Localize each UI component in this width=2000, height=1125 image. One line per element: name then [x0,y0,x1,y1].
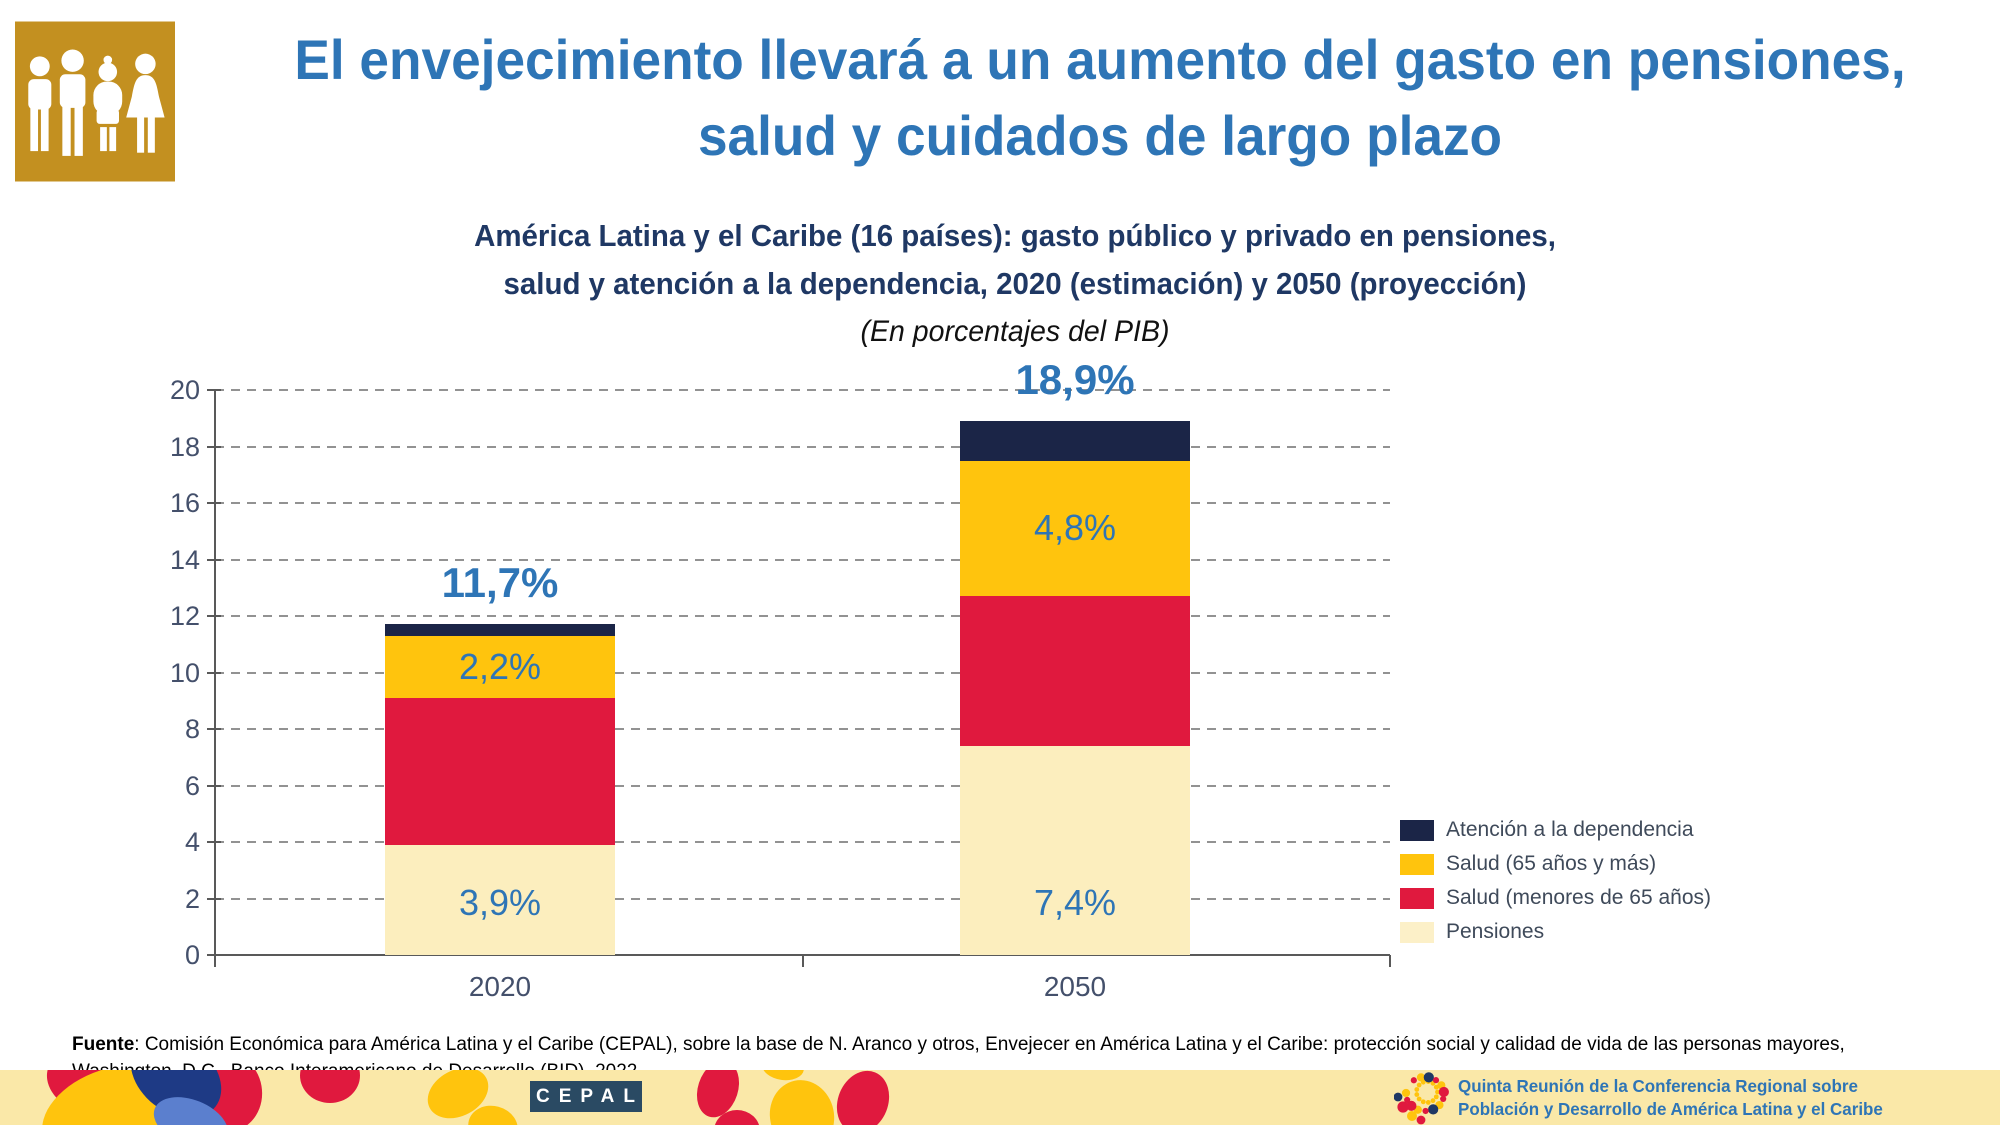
gridline [215,445,1390,448]
legend-row: Salud (menores de 65 años) [1400,886,1711,910]
legend-label: Atención a la dependencia [1446,818,1694,841]
gridline [215,558,1390,561]
legend-row: Pensiones [1400,920,1711,944]
gridline [215,784,1390,787]
bar-segment-label: 7,4% [1033,882,1117,923]
source-label: Fuente [72,1034,135,1055]
footer-blob [763,1074,841,1125]
y-tick-label: 2 [184,883,200,914]
gridline [215,671,1390,674]
x-axis-tick [1389,955,1391,967]
bar-segment-2050 [960,596,1190,746]
gridline [215,897,1390,900]
y-tick-label: 6 [184,770,200,801]
bar-segment-label: 3,9% [458,882,542,923]
chart-title-line1: América Latina y el Caribe (16 países): … [474,218,1556,253]
gridline [215,502,1390,504]
chart-legend: Atención a la dependencia Salud (65 años … [1400,818,1711,954]
footer-blob [300,1070,360,1103]
y-tick-label: 4 [184,827,200,857]
conference-title-line1: Quinta Reunión de la Conferencia Regiona… [1458,1076,1858,1096]
y-tick-label: 12 [169,601,200,631]
bar-total-label: 18,9% [1015,356,1135,404]
legend-label: Pensiones [1446,920,1545,943]
y-axis-line [214,390,216,955]
x-category-label: 2020 [468,971,532,1002]
family-icon-graphic [15,21,175,182]
legend-swatch [1400,853,1434,875]
legend-swatch [1400,819,1434,841]
bar-segment-2020 [385,844,615,955]
y-tick-label: 0 [184,940,200,970]
chart-units-note: (En porcentajes del PIB) [860,315,1170,348]
conference-title-line2: Población y Desarrollo de América Latina… [1458,1099,1883,1119]
legend-swatch [1400,921,1434,943]
bar-segment-2020 [385,697,615,845]
footer-blob [714,1110,760,1125]
x-axis-tick [801,955,804,967]
gridline [215,728,1390,730]
x-axis-tick [214,955,216,967]
legend-swatch [1400,887,1434,909]
page-title: El envejecimiento llevará a un aumento d… [200,22,2000,174]
bar-total-label: 11,7% [441,559,559,607]
bar-segment-label: 2,2% [458,645,542,687]
bar-segment-2050 [960,745,1190,955]
y-tick-label: 14 [169,544,200,575]
y-tick-label: 18 [169,431,200,462]
legend-label: Salud (menores de 65 años) [1446,886,1711,909]
gridline [215,389,1390,391]
legend-row: Atención a la dependencia [1400,818,1711,842]
cepal-logo: CEPAL [530,1081,642,1112]
gridline [215,841,1390,843]
bar-segment-2020 [385,624,615,636]
y-tick-label: 20 [169,375,200,405]
page-title-line2: salud y cuidados de largo plazo [697,104,1503,167]
y-tick-label: 16 [169,488,200,518]
page-title-line1: El envejecimiento llevará a un aumento d… [294,28,1906,91]
bar-segment-label: 4,8% [1033,507,1117,549]
footer-band: CEPAL Quinta Reunión de la Conferencia R… [0,1070,2000,1125]
chart-title: América Latina y el Caribe (16 países): … [115,212,1915,356]
conference-title: Quinta Reunión de la Conferencia Regiona… [1458,1075,1883,1121]
legend-label: Salud (65 años y más) [1446,852,1657,875]
bar-segment-2050 [960,460,1190,597]
gridline [215,615,1390,617]
x-category-label: 2050 [1043,971,1107,1002]
y-tick-label: 10 [169,657,200,688]
legend-row: Salud (65 años y más) [1400,852,1711,876]
y-tick-label: 8 [184,714,200,744]
conference-dots-logo [1393,1070,1454,1125]
chart-title-line2: salud y atención a la dependencia, 2020 … [503,266,1527,301]
family-icon [15,20,175,183]
bar-segment-2020 [385,635,615,698]
bar-segment-2050 [960,421,1190,461]
footer-blob [827,1070,899,1125]
